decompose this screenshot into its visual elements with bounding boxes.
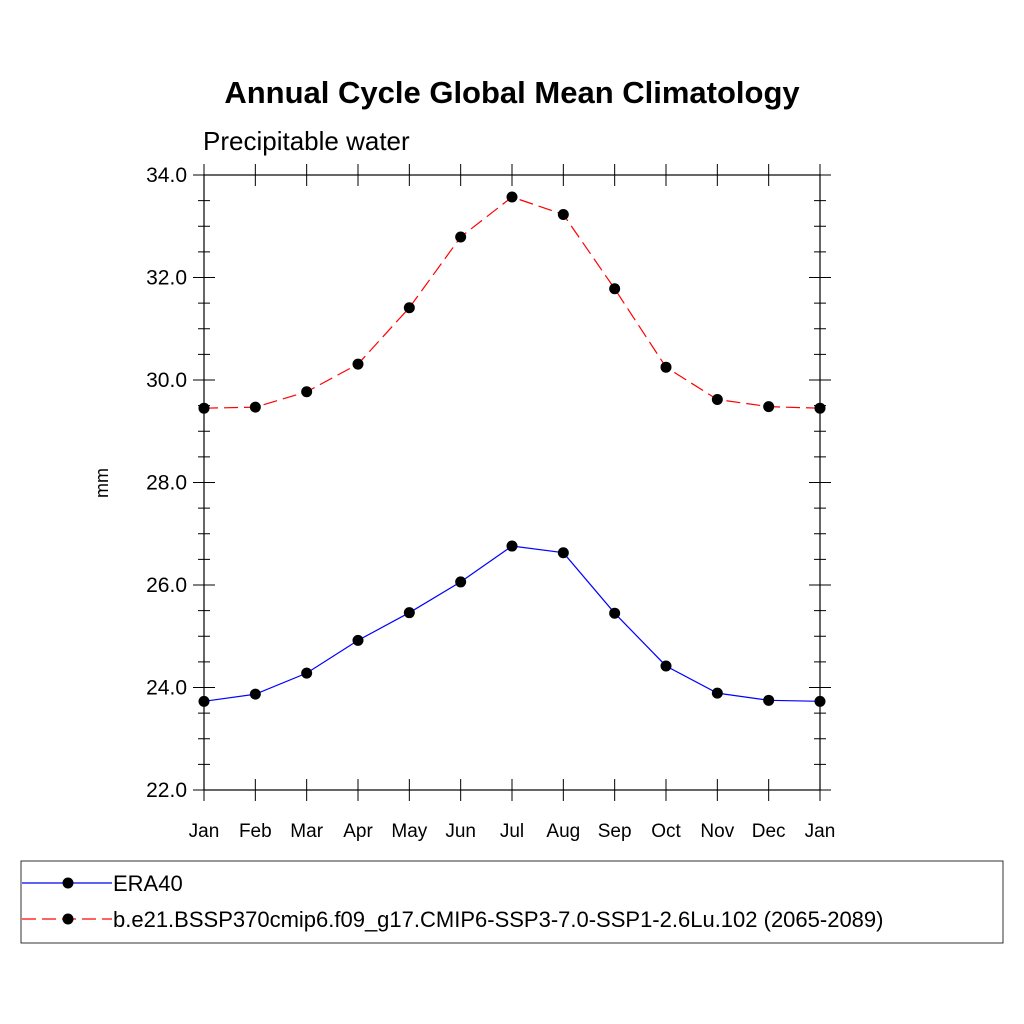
data-point-series-1	[557, 547, 569, 559]
series-line-2	[203, 196, 821, 409]
plot-frame	[203, 174, 821, 791]
data-point-series-1	[763, 694, 775, 706]
series-line-1	[203, 545, 821, 702]
data-point-series-1	[403, 607, 415, 619]
y-tick-label: 28.0	[146, 472, 187, 495]
data-point-series-1	[455, 576, 467, 588]
axis-ticks	[193, 164, 831, 801]
data-point-series-1	[609, 607, 621, 619]
y-tick-label: 34.0	[146, 164, 187, 187]
y-tick-label: 22.0	[146, 779, 187, 802]
y-tick-label: 32.0	[146, 267, 187, 290]
data-point-series-1	[249, 688, 261, 700]
x-tick-label: Jan	[189, 821, 220, 842]
x-tick-label: Sep	[598, 821, 632, 842]
data-point-series-1	[660, 660, 672, 672]
x-tick-label: Jan	[805, 821, 836, 842]
legend: ERA40 b.e21.BSSP370cmip6.f09_g17.CMIP6-SS…	[20, 860, 1004, 944]
x-tick-label: Nov	[700, 821, 734, 842]
x-tick-label: Aug	[546, 821, 580, 842]
x-tick-label: Jul	[500, 821, 524, 842]
chart-title: Annual Cycle Global Mean Climatology	[224, 75, 800, 110]
legend-marker-1	[62, 877, 74, 889]
data-point-series-2	[301, 386, 313, 398]
data-point-series-2	[403, 302, 415, 314]
data-point-series-2	[660, 361, 672, 373]
y-tick-label: 26.0	[146, 574, 187, 597]
x-tick-label: Dec	[752, 821, 786, 842]
y-axis-label: mm	[92, 468, 112, 498]
data-point-series-1	[506, 540, 518, 552]
data-point-series-2	[711, 393, 723, 405]
legend-label-2: b.e21.BSSP370cmip6.f09_g17.CMIP6-SSP3-7.…	[113, 907, 883, 932]
data-point-series-2	[763, 401, 775, 413]
legend-items: ERA40 b.e21.BSSP370cmip6.f09_g17.CMIP6-SS…	[22, 871, 883, 932]
x-tick-label: Feb	[239, 821, 272, 842]
x-tick-label: Jun	[445, 821, 476, 842]
x-tick-label: May	[391, 821, 427, 842]
data-point-series-1	[301, 667, 313, 679]
legend-marker-2	[62, 913, 74, 925]
x-tick-label: Oct	[651, 821, 681, 842]
data-point-series-1	[352, 634, 364, 646]
data-point-series-2	[455, 231, 467, 243]
x-tick-label: Mar	[290, 821, 323, 842]
chart-subtitle: Precipitable water	[203, 126, 410, 156]
y-tick-label: 30.0	[146, 369, 187, 392]
legend-label-1: ERA40	[113, 871, 183, 896]
data-point-series-2	[609, 283, 621, 295]
y-tick-label: 24.0	[146, 677, 187, 700]
x-tick-label: Apr	[343, 821, 373, 842]
data-point-series-2	[506, 191, 518, 203]
tick-labels: 22.0 24.0 26.0 28.0 30.0 32.0 34.0 Jan Feb Mar Apr…	[146, 164, 835, 842]
series-layer	[198, 191, 826, 707]
data-point-series-2	[352, 358, 364, 370]
data-point-series-2	[249, 401, 261, 413]
data-point-series-1	[711, 687, 723, 699]
data-point-series-2	[557, 208, 569, 220]
legend-frame	[20, 860, 1004, 944]
